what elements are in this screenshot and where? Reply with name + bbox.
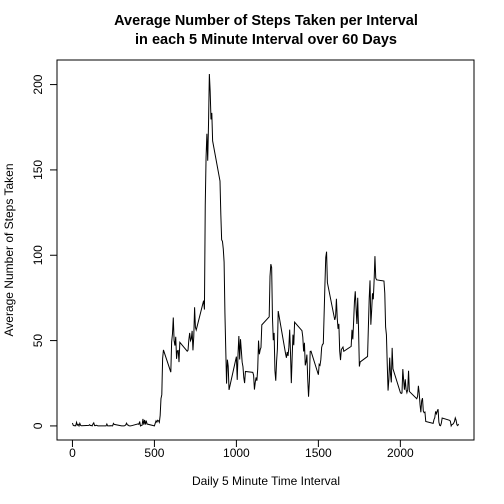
chart-title: Average Number of Steps Taken per Interv… — [114, 13, 418, 29]
y-tick-label: 0 — [31, 422, 45, 429]
x-tick-label: 2000 — [387, 446, 414, 460]
chart-title: in each 5 Minute Interval over 60 Days — [135, 32, 397, 48]
y-tick-label: 200 — [31, 74, 45, 94]
y-tick-label: 100 — [31, 245, 45, 265]
y-tick-label: 150 — [31, 160, 45, 180]
y-axis-label: Average Number of Steps Taken — [2, 164, 16, 337]
data-line — [71, 73, 460, 428]
y-tick-label: 50 — [31, 334, 45, 348]
x-tick-label: 1500 — [305, 446, 332, 460]
x-tick-label: 500 — [144, 446, 164, 460]
plot-frame — [56, 59, 475, 441]
x-tick-label: 0 — [69, 446, 76, 460]
x-axis-label: Daily 5 Minute Time Interval — [192, 474, 340, 488]
x-tick-label: 1000 — [223, 446, 250, 460]
